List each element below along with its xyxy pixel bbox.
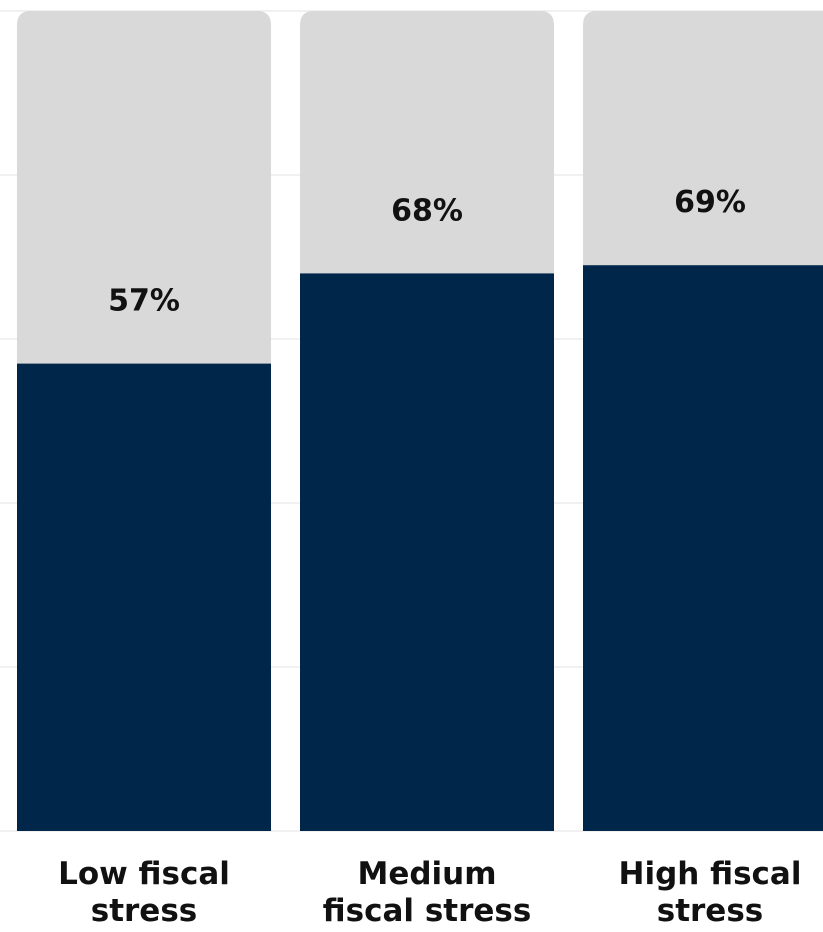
- category-label-high: High fiscal stress: [583, 856, 823, 930]
- value-labels: 57% 68% 69%: [108, 185, 746, 318]
- category-label-line: High fiscal: [618, 856, 802, 892]
- category-label-line: stress: [656, 893, 764, 929]
- bar-remainder: [300, 11, 554, 274]
- category-label-low: Low fiscal stress: [17, 856, 271, 930]
- bars: [17, 11, 823, 831]
- value-label: 68%: [391, 193, 463, 228]
- category-label-medium: Medium fiscal stress: [300, 856, 554, 930]
- bar-filled: [17, 363, 271, 831]
- category-label-line: Low fiscal: [58, 856, 230, 892]
- bar-remainder: [583, 11, 823, 266]
- bar-remainder: [17, 11, 271, 364]
- bar-filled: [300, 273, 554, 831]
- value-label: 69%: [674, 185, 746, 220]
- bar-filled: [583, 265, 823, 831]
- value-label: 57%: [108, 284, 180, 319]
- category-label-line: stress: [90, 893, 198, 929]
- category-label-line: fiscal stress: [322, 893, 532, 929]
- category-label-line: Medium: [357, 856, 497, 892]
